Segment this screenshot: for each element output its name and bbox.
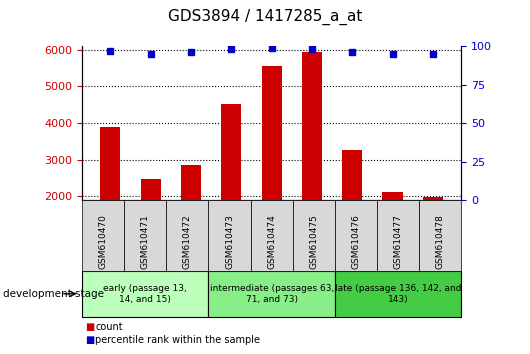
Bar <box>100 127 120 200</box>
Text: GSM610470: GSM610470 <box>99 214 108 269</box>
Text: GSM610478: GSM610478 <box>436 214 445 269</box>
Text: GSM610474: GSM610474 <box>267 214 276 269</box>
Text: ■: ■ <box>85 322 94 332</box>
Text: early (passage 13,
14, and 15): early (passage 13, 14, and 15) <box>103 284 187 303</box>
Bar <box>423 197 443 200</box>
Text: GSM610476: GSM610476 <box>351 214 360 269</box>
Text: GSM610475: GSM610475 <box>309 214 318 269</box>
Bar <box>181 165 201 200</box>
Text: GSM610477: GSM610477 <box>393 214 402 269</box>
Bar <box>140 179 161 200</box>
Text: GDS3894 / 1417285_a_at: GDS3894 / 1417285_a_at <box>168 8 362 25</box>
Bar <box>302 52 322 200</box>
Text: late (passage 136, 142, and
143): late (passage 136, 142, and 143) <box>334 284 461 303</box>
Bar <box>221 104 241 200</box>
Text: GSM610473: GSM610473 <box>225 214 234 269</box>
Bar <box>261 66 282 200</box>
Text: development stage: development stage <box>3 289 104 299</box>
Bar <box>342 150 363 200</box>
Text: intermediate (passages 63,
71, and 73): intermediate (passages 63, 71, and 73) <box>209 284 334 303</box>
Text: percentile rank within the sample: percentile rank within the sample <box>95 335 260 345</box>
Text: GSM610472: GSM610472 <box>183 214 192 269</box>
Text: ■: ■ <box>85 335 94 345</box>
Bar <box>383 192 403 200</box>
Text: count: count <box>95 322 123 332</box>
Text: GSM610471: GSM610471 <box>141 214 150 269</box>
